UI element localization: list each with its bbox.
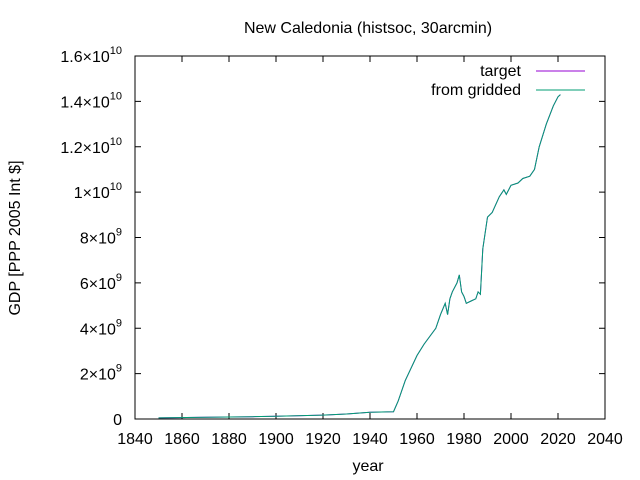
y-tick-label: 1×1010	[74, 181, 122, 202]
x-tick-label: 1940	[352, 431, 388, 448]
y-tick-mantissa: 2×10	[80, 367, 116, 384]
y-tick-mantissa: 1.4×10	[60, 94, 109, 111]
x-axis-label: year	[352, 458, 384, 475]
y-tick-label: 8×109	[80, 227, 122, 248]
y-tick-exponent: 10	[110, 181, 122, 193]
series-layer	[158, 94, 561, 419]
legend-label: from gridded	[431, 82, 521, 99]
y-tick-label: 1.4×1010	[60, 90, 122, 111]
x-axis: 1840 1860 1880 1900 1920 1940 1960 1980 2000 2020…	[117, 56, 623, 448]
legend: target from gridded	[431, 63, 585, 99]
y-tick-exponent: 10	[110, 136, 122, 148]
x-tick-label: 1960	[399, 431, 435, 448]
y-tick-mantissa: 6×10	[80, 276, 116, 293]
x-tick-label: 1860	[164, 431, 200, 448]
y-tick-exponent: 10	[110, 45, 122, 57]
y-tick-exponent: 9	[116, 227, 122, 239]
x-tick-label: 1840	[117, 431, 153, 448]
y-tick-exponent: 9	[116, 272, 122, 284]
x-tick-label: 1880	[211, 431, 247, 448]
y-axis: 02×1094×1096×1098×1091×10101.2×10101.4×1…	[60, 45, 605, 429]
y-axis-label: GDP [PPP 2005 Int $]	[7, 160, 24, 315]
x-tick-label: 1920	[305, 431, 341, 448]
y-tick-label: 4×109	[80, 317, 122, 338]
x-tick-label: 1980	[446, 431, 482, 448]
x-tick-label: 2020	[540, 431, 576, 448]
x-tick-label: 2040	[587, 431, 623, 448]
series-line-1	[158, 94, 561, 419]
chart-title: New Caledonia (histsoc, 30arcmin)	[244, 20, 492, 37]
x-tick-label: 1900	[258, 431, 294, 448]
y-tick-mantissa: 0	[113, 412, 122, 429]
x-tick-label: 2000	[493, 431, 529, 448]
y-tick-exponent: 9	[116, 317, 122, 329]
y-tick-label: 1.2×1010	[60, 136, 122, 157]
series-line-0	[158, 94, 561, 419]
legend-label: target	[480, 63, 521, 80]
y-tick-mantissa: 1.6×10	[60, 49, 109, 66]
y-tick-label: 1.6×1010	[60, 45, 122, 66]
y-tick-exponent: 10	[110, 90, 122, 102]
y-tick-label: 6×109	[80, 272, 122, 293]
y-tick-label: 2×109	[80, 363, 122, 384]
y-tick-mantissa: 1.2×10	[60, 140, 109, 157]
y-tick-exponent: 9	[116, 363, 122, 375]
y-tick-label: 0	[113, 412, 122, 429]
plot-frame	[134, 55, 606, 420]
y-tick-mantissa: 4×10	[80, 321, 116, 338]
y-tick-mantissa: 1×10	[74, 185, 110, 202]
y-tick-mantissa: 8×10	[80, 231, 116, 248]
